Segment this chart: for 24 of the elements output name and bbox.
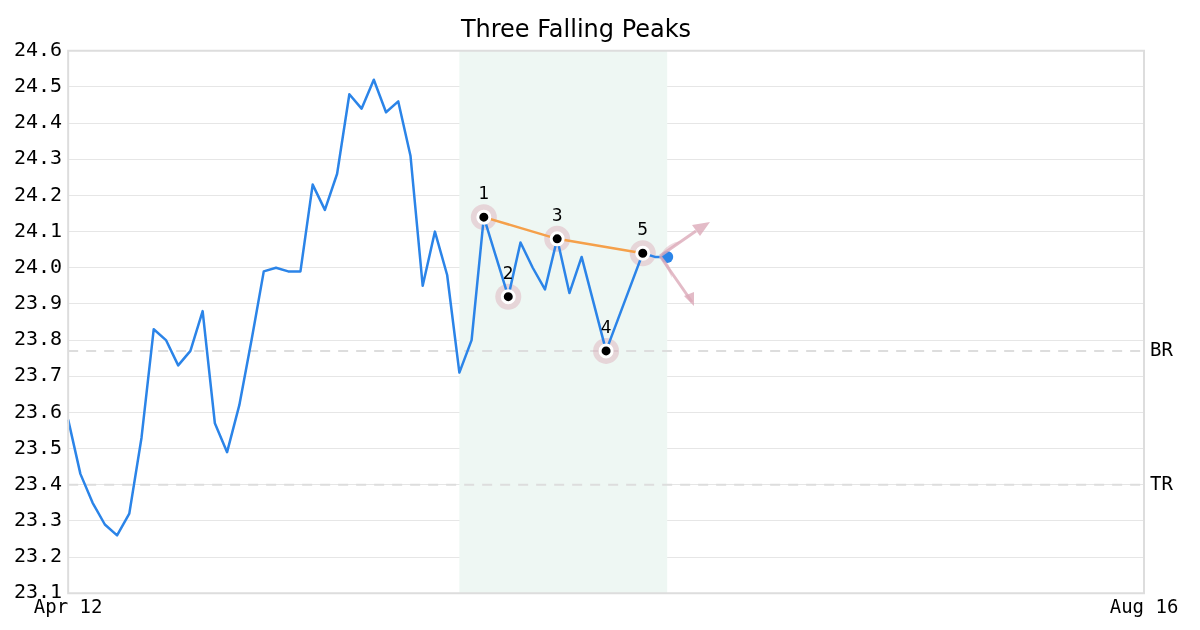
y-tick-label: 23.8 (13, 326, 63, 351)
y-tick-label: 23.9 (13, 290, 63, 315)
y-tick-label: 24.3 (13, 145, 63, 170)
y-tick-label: 24.5 (13, 73, 63, 98)
x-tick-label: Aug 16 (1109, 594, 1179, 617)
annotation: 3 (551, 204, 563, 225)
y-tick-label: 24.1 (13, 217, 63, 242)
y-tick-label: 23.2 (13, 543, 63, 568)
y-tick-label: 23.5 (13, 434, 63, 459)
y-tick-label: 23.6 (13, 398, 63, 423)
annotation: 4 (600, 316, 612, 337)
chart-title: Three Falling Peaks (459, 14, 692, 43)
y-tick-label: 24.4 (13, 109, 63, 134)
y-tick-label: 23.7 (13, 362, 63, 387)
annotation: 1 (478, 183, 490, 204)
y-tick-label: 23.4 (13, 470, 63, 495)
y-tick-label: 23.3 (13, 507, 63, 532)
y-tick-label: 24.6 (13, 37, 63, 61)
ref-line-label: BR (1150, 337, 1174, 360)
y-tick-label: 24.2 (13, 181, 63, 206)
ref-line-label: TR (1150, 471, 1174, 494)
annotation: 5 (637, 219, 649, 240)
annotation: 2 (502, 262, 514, 283)
y-tick-label: 24.0 (13, 253, 63, 278)
